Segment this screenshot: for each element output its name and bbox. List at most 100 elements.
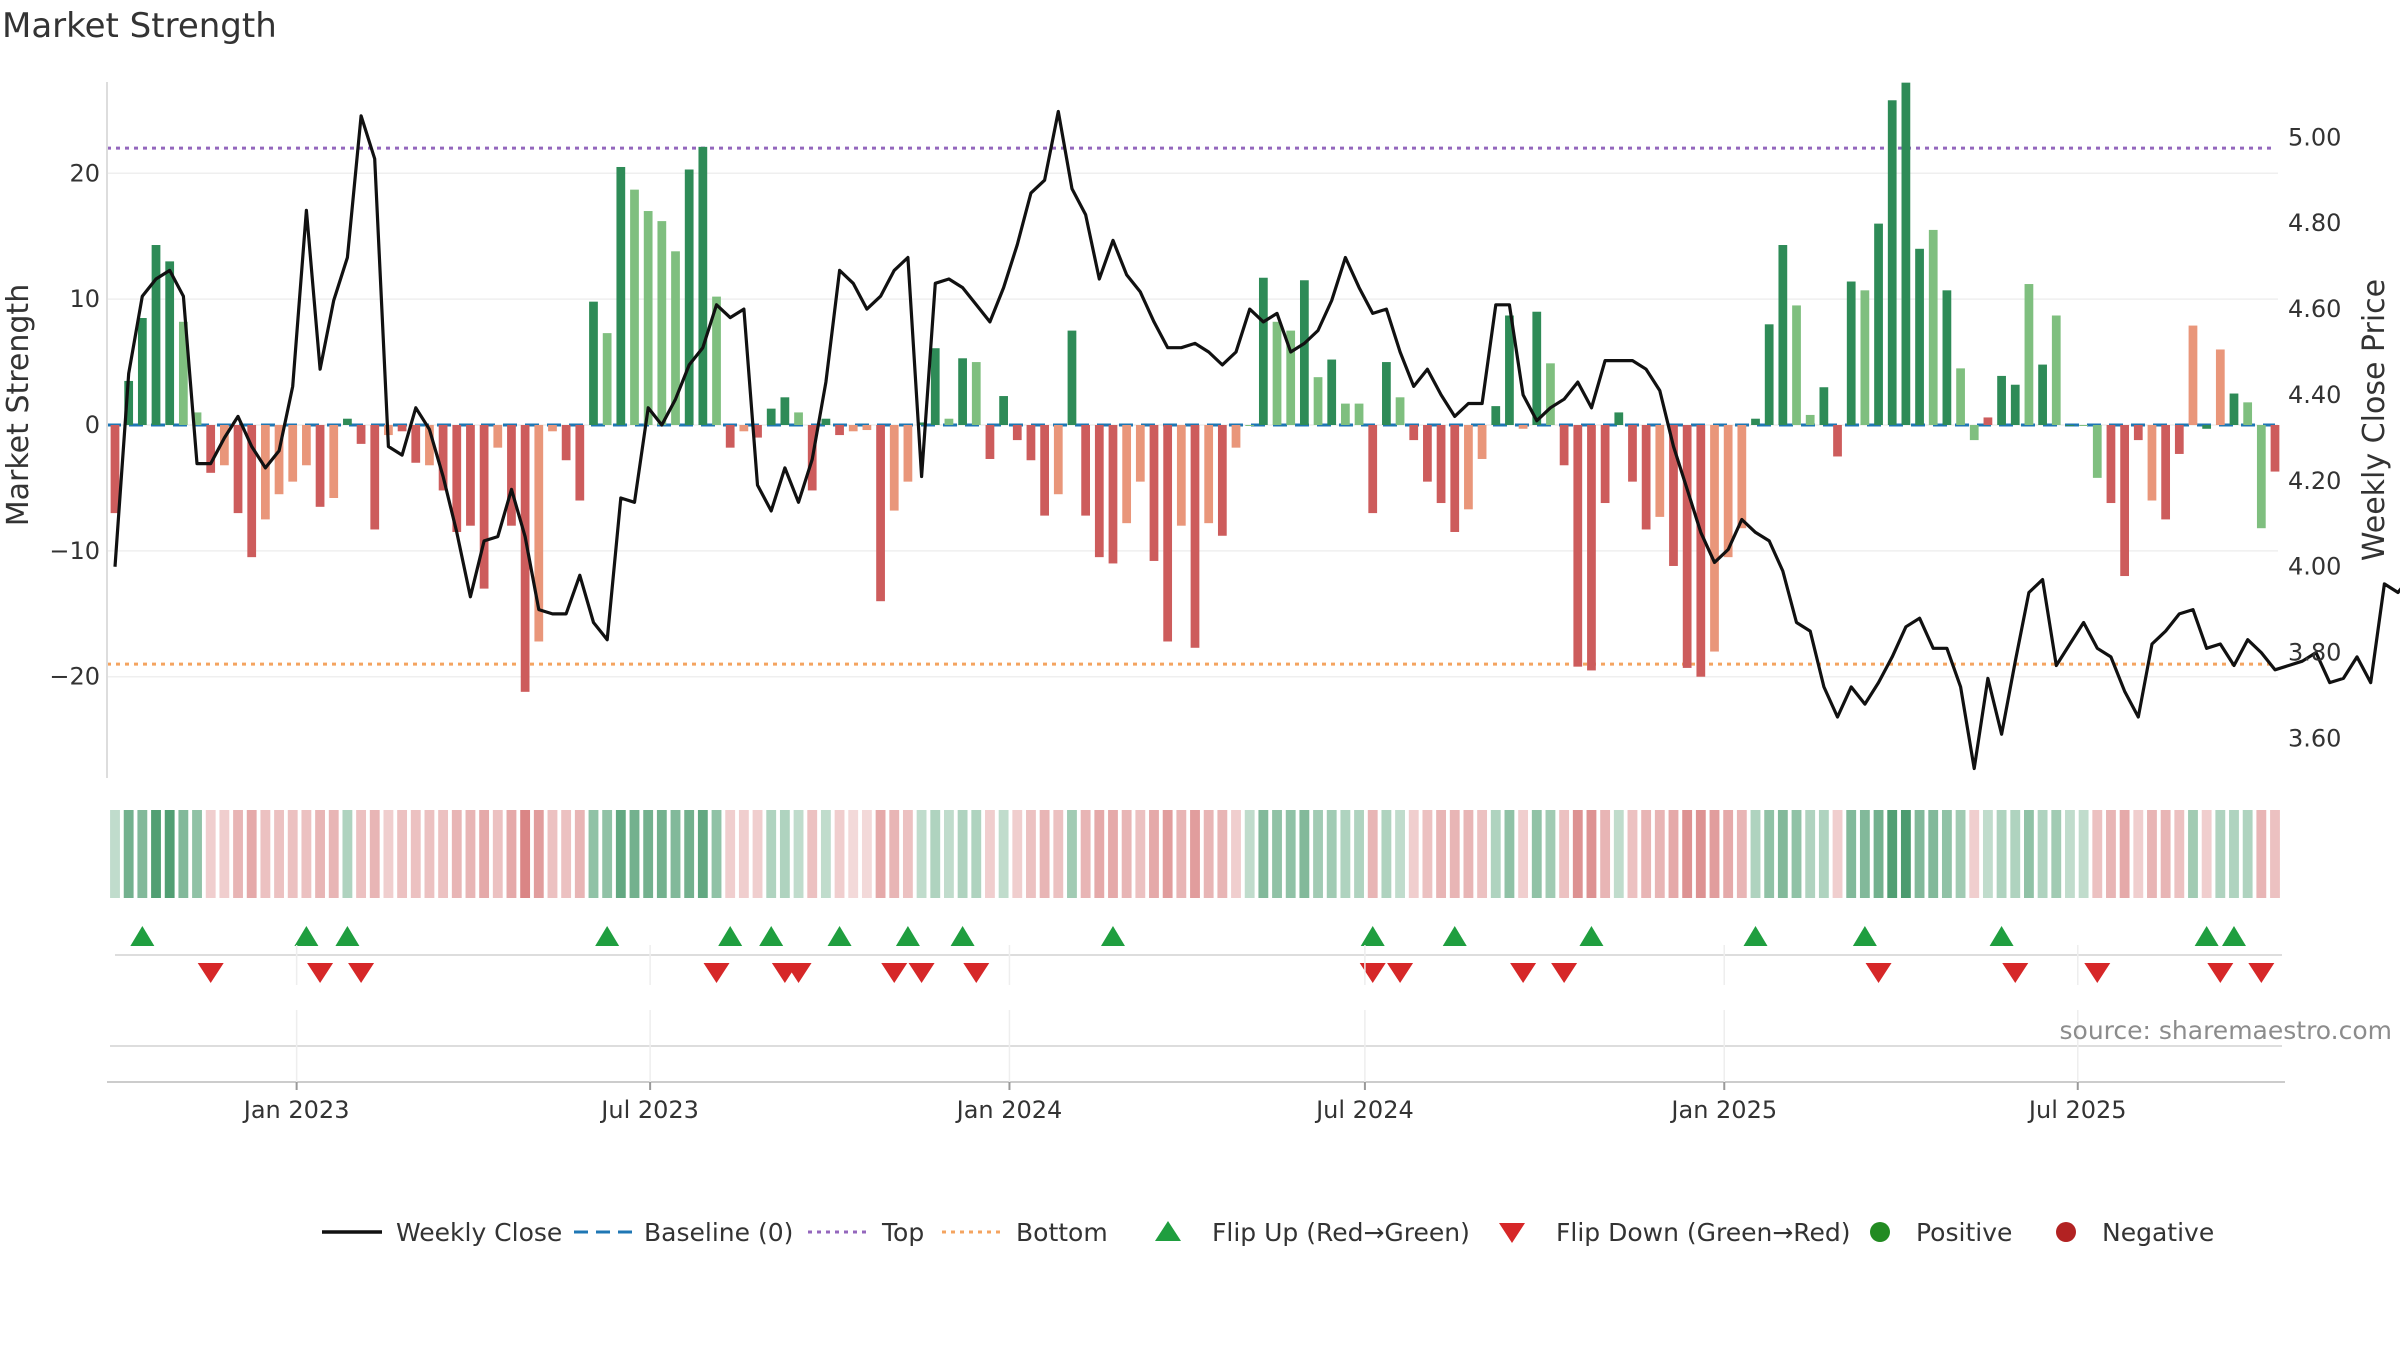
ribbon-cell [1654, 810, 1665, 898]
strength-bar [1805, 414, 1815, 425]
strength-ribbon [110, 810, 2280, 898]
ribbon-cell [1080, 810, 1091, 898]
ribbon-cell [1709, 810, 1720, 898]
flip-up-marker [1442, 926, 1467, 946]
strength-bar [1997, 375, 2006, 425]
ribbon-cell [1914, 810, 1925, 898]
strength-bar [698, 146, 708, 425]
strength-bar [2202, 425, 2212, 429]
ribbon-cell [1764, 810, 1775, 898]
ribbon-cell [1258, 810, 1269, 898]
strength-bar [575, 425, 585, 501]
strength-bar [219, 425, 229, 466]
ribbon-cell [1996, 810, 2007, 898]
legend-flip-up-icon [1155, 1221, 1181, 1241]
strength-bar [466, 425, 475, 526]
ribbon-cell [1600, 810, 1611, 898]
strength-bar [1860, 290, 1870, 425]
ribbon-cell [397, 810, 408, 898]
ribbon-cell [1545, 810, 1556, 898]
ribbon-cell [1736, 810, 1747, 898]
ribbon-cell [2051, 810, 2062, 898]
flip-up-marker [595, 926, 620, 946]
flip-down-marker [1510, 963, 1537, 983]
ribbon-cell [1340, 810, 1351, 898]
right-axis-label: Weekly Close Price [2357, 279, 2392, 561]
strength-bar [452, 425, 462, 532]
flip-up-marker [335, 926, 360, 946]
flip-markers [115, 926, 2282, 983]
x-tick-label: Jan 2025 [1669, 1096, 1777, 1124]
right-tick-label: 4.60 [2288, 295, 2341, 323]
ribbon-cell [164, 810, 175, 898]
strength-bar [2243, 402, 2253, 425]
right-axis: 5.00 4.80 4.60 4.40 4.20 4.00 3.80 3.60 Weekly C… [2288, 123, 2392, 752]
x-tick-label: Jul 2025 [2027, 1096, 2127, 1124]
right-tick-label: 4.80 [2288, 209, 2341, 237]
strength-bar [1382, 362, 1391, 425]
flip-up-marker [1100, 926, 1125, 946]
ribbon-cell [1613, 810, 1624, 898]
ribbon-cell [1121, 810, 1132, 898]
ribbon-cell [533, 810, 544, 898]
strength-bar [1026, 425, 1036, 461]
left-tick-label: 0 [85, 411, 100, 439]
x-tick-label: Jan 2024 [955, 1096, 1063, 1124]
ribbon-cell [342, 810, 353, 898]
strength-bar [1341, 403, 1350, 425]
flip-down-marker [348, 963, 375, 983]
strength-bar [917, 422, 926, 425]
strength-bar [1751, 418, 1760, 425]
strength-bar [411, 425, 421, 463]
ribbon-cell [1299, 810, 1310, 898]
strength-bar [493, 425, 503, 448]
ribbon-cell [410, 810, 421, 898]
ribbon-cell [1203, 810, 1214, 898]
ribbon-cell [1053, 810, 1064, 898]
right-tick-label: 4.40 [2288, 381, 2341, 409]
strength-bar [2120, 425, 2129, 577]
ribbon-cell [752, 810, 763, 898]
ribbon-cell [2133, 810, 2144, 898]
strength-bar [903, 425, 913, 482]
strength-bar [999, 396, 1008, 425]
ribbon-cell [1504, 810, 1515, 898]
strength-bar [261, 425, 270, 520]
ribbon-cell [2010, 810, 2021, 898]
strength-bar [233, 425, 243, 514]
strength-bar [1505, 315, 1514, 425]
legend[interactable]: Weekly Close Baseline (0) Top Bottom Flip Up… [322, 1218, 2214, 1247]
strength-bar [712, 296, 721, 425]
weekly-close-line [113, 109, 2400, 771]
left-axis-label: Market Strength [1, 284, 36, 526]
ribbon-cell [971, 810, 982, 898]
ribbon-cell [2078, 810, 2089, 898]
ribbon-cell [1313, 810, 1323, 898]
flip-down-marker [785, 963, 812, 983]
strength-bar [1217, 425, 1227, 536]
ribbon-cell [1381, 810, 1392, 898]
ribbon-cell [1135, 810, 1146, 898]
ribbon-cell [738, 810, 749, 898]
strength-bar [1874, 223, 1883, 425]
strength-bar [2229, 393, 2239, 425]
ribbon-cell [1531, 810, 1542, 898]
ribbon-cell [1094, 810, 1105, 898]
ribbon-cell [725, 810, 736, 898]
strength-bar [1600, 425, 1610, 504]
ribbon-cell [834, 810, 845, 898]
strength-bar [985, 425, 995, 459]
strength-bar [2092, 425, 2102, 478]
left-tick-label: 10 [69, 285, 100, 313]
strength-bar [1792, 305, 1801, 425]
flip-down-marker [1551, 963, 1578, 983]
legend-label: Weekly Close [396, 1218, 562, 1247]
strength-bar [1423, 425, 1432, 482]
ribbon-cell [1791, 810, 1802, 898]
ribbon-cell [205, 810, 216, 898]
strength-bar [766, 408, 776, 425]
ribbon-cell [1395, 810, 1405, 898]
strength-bar [2161, 425, 2171, 520]
ribbon-cell [219, 810, 230, 898]
ribbon-cell [1449, 810, 1460, 898]
